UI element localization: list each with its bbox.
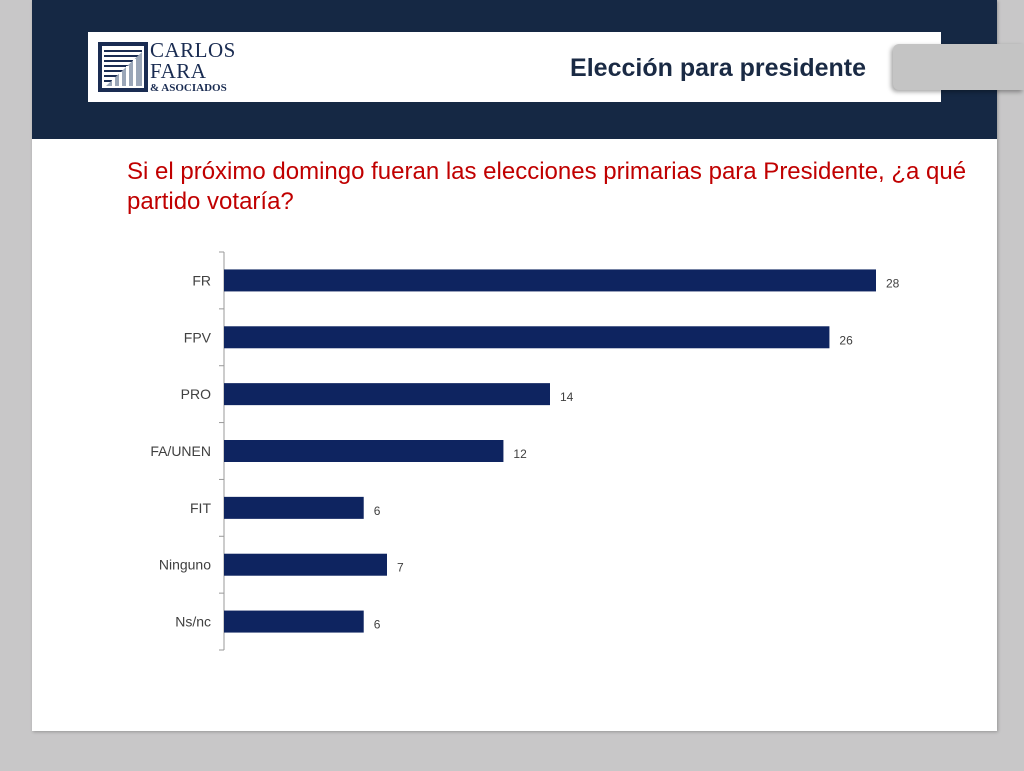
category-label: FPV: [184, 329, 212, 345]
data-label: 6: [374, 618, 381, 632]
slide: CARLOS FARA & ASOCIADOS Elección para pr…: [32, 0, 997, 731]
bar-fr: [224, 269, 876, 292]
category-label: FIT: [190, 500, 211, 516]
bar-fpv: [224, 326, 830, 349]
data-label: 28: [886, 276, 900, 290]
bar-fa-unen: [224, 440, 504, 462]
logo-text: CARLOS FARA & ASOCIADOS: [150, 40, 236, 94]
header-band: CARLOS FARA & ASOCIADOS Elección para pr…: [32, 0, 997, 139]
page-title: Elección para presidente: [570, 54, 866, 82]
category-label: FR: [192, 272, 211, 288]
data-label: 6: [374, 504, 381, 518]
logo-line-asociados: & ASOCIADOS: [150, 82, 227, 94]
category-label: Ninguno: [159, 557, 211, 573]
title-box: CARLOS FARA & ASOCIADOS Elección para pr…: [88, 32, 941, 102]
company-logo: CARLOS FARA & ASOCIADOS: [98, 40, 238, 94]
decorative-tab: [893, 44, 1024, 90]
bar-ns-nc: [224, 610, 364, 633]
bar-fit: [224, 496, 364, 519]
category-label: Ns/nc: [175, 614, 211, 630]
data-label: 7: [397, 561, 404, 575]
survey-question: Si el próximo domingo fueran las eleccio…: [127, 158, 967, 215]
bar-pro: [224, 383, 550, 406]
logo-mark-icon: [98, 42, 148, 92]
data-label: 26: [839, 333, 853, 347]
logo-line-carlos: CARLOS: [150, 38, 236, 62]
category-label: FA/UNEN: [150, 443, 211, 459]
bar-ninguno: [224, 553, 387, 576]
data-label: 12: [513, 447, 527, 461]
logo-line-fara: FARA: [150, 59, 207, 83]
data-label: 14: [560, 390, 574, 404]
category-label: PRO: [181, 386, 211, 402]
